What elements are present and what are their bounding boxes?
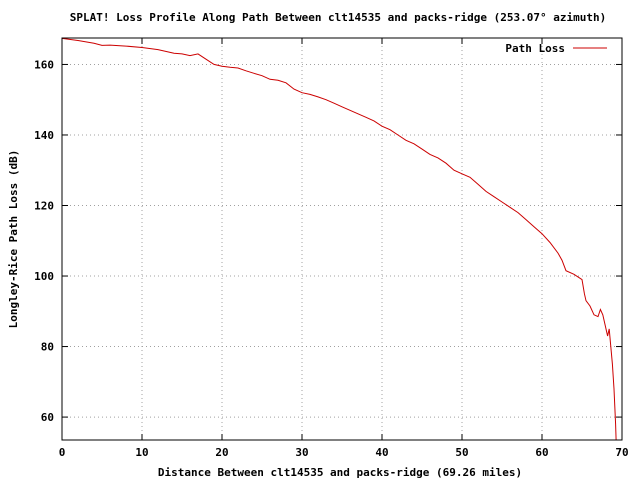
x-tick-label: 20 bbox=[215, 446, 228, 459]
series-layer bbox=[61, 37, 617, 441]
x-axis-label: Distance Between clt14535 and packs-ridg… bbox=[158, 466, 522, 479]
x-tick-label: 50 bbox=[455, 446, 468, 459]
y-tick-label: 160 bbox=[34, 58, 54, 71]
x-tick-label: 60 bbox=[535, 446, 548, 459]
x-tick-label: 30 bbox=[295, 446, 308, 459]
y-tick-label: 100 bbox=[34, 270, 54, 283]
y-tick-label: 140 bbox=[34, 129, 54, 142]
y-tick-label: 60 bbox=[41, 411, 54, 424]
plot-frame bbox=[61, 37, 623, 441]
legend: Path Loss bbox=[505, 42, 607, 55]
legend-label: Path Loss bbox=[505, 42, 565, 55]
x-axis-ticks: 0 10 20 30 40 50 60 70 bbox=[59, 38, 629, 459]
y-tick-label: 80 bbox=[41, 341, 54, 354]
y-tick-label: 120 bbox=[34, 200, 54, 213]
y-axis-ticks: 60 80 100 120 140 160 bbox=[34, 58, 622, 424]
y-axis-label: Longley-Rice Path Loss (dB) bbox=[7, 150, 20, 329]
x-tick-label: 10 bbox=[135, 446, 148, 459]
chart-title: SPLAT! Loss Profile Along Path Between c… bbox=[70, 11, 606, 24]
series-line-path-loss bbox=[61, 37, 617, 441]
grid-lines bbox=[62, 38, 622, 440]
x-tick-label: 0 bbox=[59, 446, 66, 459]
x-tick-label: 70 bbox=[615, 446, 628, 459]
x-tick-label: 40 bbox=[375, 446, 388, 459]
